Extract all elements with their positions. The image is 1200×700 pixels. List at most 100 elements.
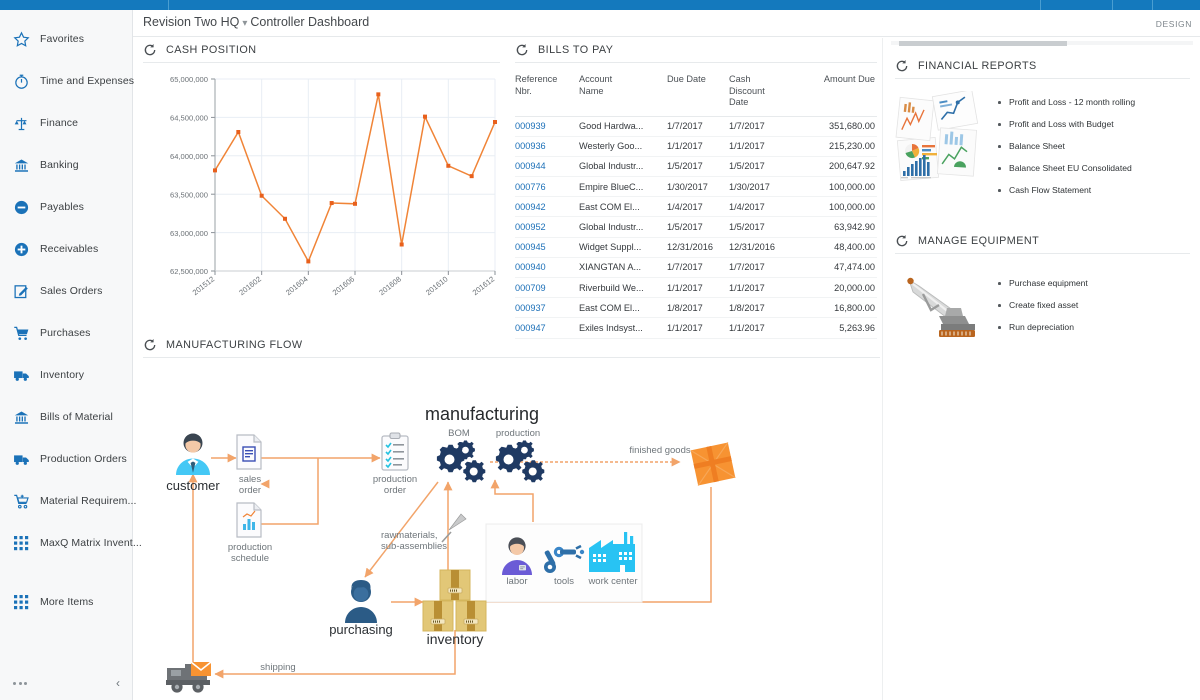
header-line: Nbr. (515, 85, 532, 96)
cell-cash-discount-date: 12/31/2016 (729, 237, 799, 258)
column-header-account-name[interactable]: Account Name (579, 68, 667, 117)
refresh-icon[interactable] (895, 59, 909, 73)
column-header-due-date[interactable]: Due Date (667, 68, 729, 117)
chevron-left-icon[interactable]: ‹ (116, 676, 120, 690)
rail-horizontal-scrollbar[interactable] (891, 38, 1193, 47)
refresh-icon[interactable] (895, 234, 909, 248)
column-header-cash-discount-date[interactable]: Cash Discount Date (729, 68, 799, 117)
header-line: Date (729, 97, 749, 107)
chart-data-point[interactable] (236, 129, 241, 134)
chart-data-point[interactable] (329, 201, 334, 206)
column-header-amount-due[interactable]: Amount Due (799, 68, 877, 117)
manufacturing-flow-card: MANUFACTURING FLOW (143, 333, 880, 700)
cell-amount-due: 100,000.00 (799, 176, 877, 198)
scrollbar-thumb[interactable] (899, 40, 1067, 46)
header-line: Cash (729, 74, 751, 84)
cell-account-name: Riverbuild We... (579, 277, 667, 299)
page-title: Controller Dashboard (250, 15, 370, 29)
sidebar-item-payables[interactable]: Payables (0, 186, 132, 228)
chevron-down-icon[interactable]: ▾ (242, 18, 248, 29)
table-row[interactable]: 000709 Riverbuild We... 1/1/2017 1/1/2017 20… (515, 277, 877, 299)
cell-reference-nbr[interactable]: 000942 (515, 196, 579, 218)
cell-reference-nbr[interactable]: 000940 (515, 257, 579, 279)
table-row[interactable]: 000776 Empire BlueC... 1/30/2017 1/30/2017 1… (515, 176, 877, 198)
y-axis-tick-label: 62,500,000 (170, 267, 208, 276)
sidebar-item-favorites[interactable]: Favorites (0, 18, 132, 60)
manufacturing-flow-title: MANUFACTURING FLOW (166, 339, 303, 351)
refresh-icon[interactable] (143, 43, 157, 57)
table-row[interactable]: 000952 Global Industr... 1/5/2017 1/5/2017 6… (515, 216, 877, 238)
financial-report-link[interactable]: Balance Sheet (997, 141, 1135, 151)
table-row[interactable]: 000940 XIANGTAN A... 1/7/2017 1/7/2017 47,47… (515, 257, 877, 279)
sidebar-item-sales-orders[interactable]: Sales Orders (0, 270, 132, 312)
sidebar-item-production-orders[interactable]: Production Orders (0, 438, 132, 480)
sidebar-item-bills-of-material[interactable]: Bills of Material (0, 396, 132, 438)
sidebar-item-material-requirements[interactable]: Material Requirem... (0, 480, 136, 522)
ellipsis-icon[interactable] (13, 681, 27, 685)
chart-data-point[interactable] (259, 193, 264, 198)
table-row[interactable]: 000945 Widget Suppl... 12/31/2016 12/31/201… (515, 237, 877, 258)
manage-equipment-link[interactable]: Purchase equipment (997, 278, 1088, 288)
bank-icon (11, 407, 31, 427)
sidebar-item-receivables[interactable]: Receivables (0, 228, 132, 270)
node-label-labor: labor (506, 576, 528, 587)
financial-report-link[interactable]: Profit and Loss - 12 month rolling (997, 97, 1135, 107)
table-row[interactable]: 000942 East COM El... 1/4/2017 1/4/2017 100,… (515, 196, 877, 218)
chart-data-point[interactable] (353, 201, 357, 206)
sidebar-item-label: Finance (40, 117, 79, 129)
chart-data-point[interactable] (399, 242, 404, 247)
sidebar-item-finance[interactable]: Finance (0, 102, 132, 144)
chart-data-point[interactable] (376, 92, 381, 97)
table-row[interactable]: 000944 Global Industr... 1/5/2017 1/5/2017 2… (515, 156, 877, 178)
cell-reference-nbr[interactable]: 000776 (515, 176, 579, 198)
node-label-sales-order: sales order (238, 474, 262, 496)
refresh-icon[interactable] (515, 43, 529, 57)
cell-amount-due: 5,263.96 (799, 317, 877, 339)
bills-table: Reference Nbr. Account Name Due Date Cas… (515, 68, 877, 339)
sidebar-item-more-items[interactable]: More Items (0, 581, 132, 623)
divider (515, 62, 877, 63)
breadcrumb-organization[interactable]: Revision Two HQ (143, 15, 240, 29)
excavator-image (895, 272, 991, 342)
sidebar-item-time-and-expenses[interactable]: Time and Expenses (0, 60, 134, 102)
sidebar-item-label: Material Requirem... (40, 495, 137, 507)
x-axis-tick-label: 201612 (471, 274, 497, 297)
manage-equipment-link[interactable]: Run depreciation (997, 322, 1088, 332)
cell-reference-nbr[interactable]: 000937 (515, 297, 579, 319)
bills-to-pay-header: BILLS TO PAY (515, 38, 877, 62)
cell-reference-nbr[interactable]: 000952 (515, 216, 579, 238)
financial-report-link[interactable]: Profit and Loss with Budget (997, 119, 1135, 129)
table-row[interactable]: 000947 Exiles Indsyst... 1/1/2017 1/1/2017 5… (515, 317, 877, 339)
chart-data-point[interactable] (306, 259, 311, 264)
chart-data-point[interactable] (213, 168, 217, 173)
sidebar-item-banking[interactable]: Banking (0, 144, 132, 186)
financial-report-link[interactable]: Balance Sheet EU Consolidated (997, 163, 1135, 173)
cell-reference-nbr[interactable]: 000709 (515, 277, 579, 299)
cell-reference-nbr[interactable]: 000944 (515, 156, 579, 178)
cell-reference-nbr[interactable]: 000936 (515, 136, 579, 157)
cell-reference-nbr[interactable]: 000945 (515, 237, 579, 258)
column-header-reference-nbr[interactable]: Reference Nbr. (515, 68, 579, 117)
cell-cash-discount-date: 1/5/2017 (729, 216, 799, 238)
chart-data-point[interactable] (446, 163, 451, 168)
bills-to-pay-title: BILLS TO PAY (538, 44, 614, 56)
chart-data-point[interactable] (283, 216, 287, 221)
design-button[interactable]: DESIGN (1155, 19, 1192, 29)
x-axis-tick-label: 201608 (377, 274, 403, 297)
financial-report-link[interactable]: Cash Flow Statement (997, 185, 1135, 195)
sidebar-item-maxq-matrix-inventory[interactable]: MaxQ Matrix Invent... (0, 522, 142, 564)
table-row[interactable]: 000936 Westerly Goo... 1/1/2017 1/1/2017 215… (515, 136, 877, 157)
cell-reference-nbr[interactable]: 000939 (515, 116, 579, 137)
manage-equipment-link[interactable]: Create fixed asset (997, 300, 1088, 310)
cell-reference-nbr[interactable]: 000947 (515, 317, 579, 339)
chart-data-point[interactable] (469, 174, 474, 179)
chart-data-point[interactable] (493, 120, 497, 125)
cell-cash-discount-date: 1/1/2017 (729, 317, 799, 339)
cell-account-name: East COM El... (579, 297, 667, 319)
table-row[interactable]: 000937 East COM El... 1/8/2017 1/8/2017 16,8… (515, 297, 877, 319)
sidebar-item-purchases[interactable]: Purchases (0, 312, 132, 354)
refresh-icon[interactable] (143, 338, 157, 352)
table-row[interactable]: 000939 Good Hardwa... 1/7/2017 1/7/2017 351,… (515, 116, 877, 137)
chart-data-point[interactable] (423, 114, 427, 119)
sidebar-item-inventory[interactable]: Inventory (0, 354, 132, 396)
